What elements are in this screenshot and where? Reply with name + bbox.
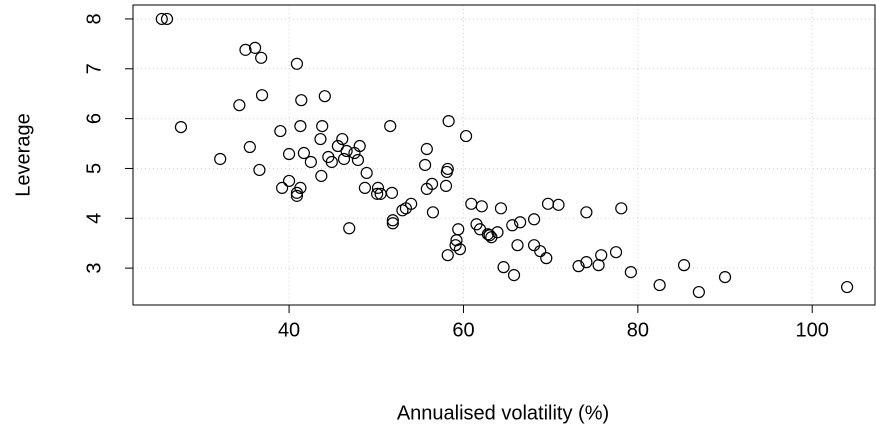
point — [304, 155, 317, 169]
point — [282, 147, 296, 161]
point — [475, 200, 488, 213]
point — [609, 246, 623, 259]
point — [348, 146, 361, 160]
point — [425, 177, 439, 191]
point — [160, 12, 174, 26]
point — [491, 226, 504, 239]
point — [677, 259, 691, 272]
point — [552, 198, 565, 211]
point — [214, 152, 227, 166]
point — [442, 115, 455, 128]
point — [316, 119, 329, 133]
point — [449, 239, 462, 252]
point — [441, 249, 454, 262]
point — [453, 243, 467, 256]
point — [506, 219, 519, 232]
point — [405, 197, 418, 210]
point — [452, 223, 465, 236]
point — [497, 261, 510, 274]
point — [343, 222, 356, 235]
point — [351, 153, 365, 167]
point — [514, 216, 527, 229]
point — [255, 89, 269, 102]
y-tick-label: 7 — [83, 63, 105, 74]
point — [595, 249, 608, 262]
point — [290, 57, 304, 70]
point — [386, 214, 399, 227]
point — [840, 280, 854, 294]
point — [255, 51, 268, 64]
point — [155, 12, 168, 26]
point — [314, 132, 327, 146]
point — [282, 174, 296, 188]
point — [297, 146, 310, 160]
y-axis-label: Leverage — [12, 113, 34, 196]
point — [481, 228, 494, 241]
point — [465, 197, 478, 210]
point — [275, 181, 289, 194]
x-tick-label: 80 — [627, 319, 649, 341]
point — [337, 152, 351, 166]
point — [325, 155, 338, 169]
y-tick-label: 5 — [83, 163, 105, 174]
y-tick-label: 3 — [83, 263, 105, 274]
point — [295, 94, 308, 107]
point — [615, 202, 628, 215]
point — [527, 213, 541, 226]
x-tick-label: 40 — [278, 319, 300, 341]
x-tick-label: 60 — [452, 319, 474, 341]
point — [580, 256, 593, 269]
point — [541, 197, 555, 210]
point — [483, 229, 496, 242]
point — [315, 169, 328, 183]
point — [426, 206, 440, 219]
point — [534, 245, 547, 258]
plot-frame — [132, 4, 876, 306]
point — [624, 266, 637, 279]
point — [340, 144, 353, 158]
point — [239, 43, 252, 56]
y-tick-label: 8 — [83, 13, 105, 24]
point — [494, 202, 508, 215]
point — [507, 268, 521, 282]
point — [692, 285, 705, 299]
point — [718, 270, 732, 284]
point — [385, 186, 399, 199]
point — [371, 187, 384, 200]
point — [418, 158, 432, 172]
point — [572, 260, 585, 273]
point — [233, 99, 246, 112]
point — [274, 124, 287, 138]
point — [420, 142, 433, 156]
point — [336, 132, 349, 146]
point — [580, 206, 593, 219]
point — [440, 165, 453, 179]
point — [592, 259, 605, 272]
point — [294, 119, 307, 133]
point — [243, 140, 256, 154]
point — [386, 217, 399, 230]
point — [290, 189, 304, 202]
point — [371, 181, 385, 194]
x-tick-label: 100 — [796, 319, 829, 341]
point — [248, 41, 262, 54]
point — [527, 239, 541, 252]
y-tick-label: 4 — [83, 213, 105, 224]
point — [290, 186, 304, 199]
point — [174, 120, 188, 134]
point — [653, 278, 666, 292]
point — [358, 181, 372, 194]
point — [439, 179, 453, 192]
point — [540, 252, 553, 265]
point — [318, 90, 331, 103]
y-tick-label: 6 — [83, 113, 105, 124]
point — [360, 166, 373, 180]
x-axis-label: Annualised volatility (%) — [397, 402, 609, 424]
point — [511, 239, 524, 252]
point — [384, 119, 397, 133]
point — [459, 129, 473, 143]
point — [253, 163, 266, 177]
